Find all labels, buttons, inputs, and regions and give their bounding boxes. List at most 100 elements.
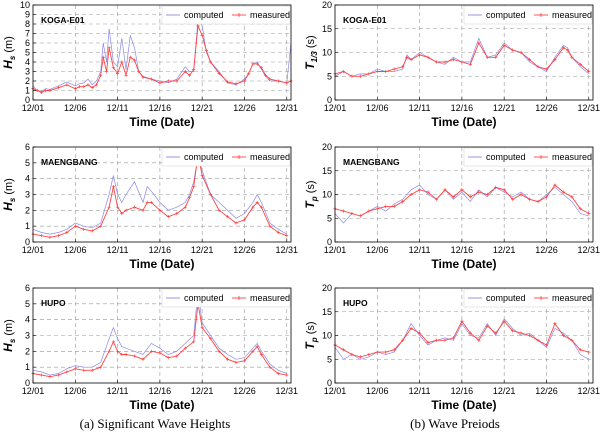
- legend-marker: [539, 296, 543, 300]
- legend-label-measured: measured: [552, 10, 592, 20]
- y-tick-label: 20: [322, 283, 332, 293]
- y-tick-label: 6: [25, 283, 30, 293]
- measured-point: [409, 58, 413, 62]
- measured-point: [204, 49, 209, 53]
- measured-point: [460, 60, 464, 64]
- measured-point: [527, 58, 532, 62]
- measured-point: [259, 66, 263, 70]
- measured-point: [566, 48, 570, 52]
- measured-point: [494, 185, 498, 189]
- measured-point: [141, 75, 145, 79]
- x-tick-label: 12/26: [535, 386, 558, 396]
- y-tick-label: 15: [322, 307, 332, 317]
- measured-point: [242, 359, 247, 363]
- legend-marker: [237, 296, 241, 300]
- measured-point: [73, 87, 77, 91]
- measured-point: [128, 55, 132, 59]
- measured-point: [544, 67, 549, 71]
- measured-point: [200, 325, 204, 330]
- y-tick-label: 5: [25, 48, 30, 58]
- station-label: MAENGBANG: [41, 157, 98, 167]
- y-tick-label: 5: [25, 158, 30, 168]
- x-tick-label: 12/26: [233, 245, 256, 255]
- y-axis-label: Hs (m): [1, 178, 17, 211]
- measured-point: [115, 349, 120, 353]
- y-tick-label: 10: [322, 48, 332, 58]
- y-tick-label: 1: [25, 362, 30, 372]
- legend-box: [161, 5, 291, 25]
- measured-point: [90, 229, 94, 233]
- measured-point: [149, 349, 154, 353]
- x-tick-label: 12/01: [324, 245, 347, 255]
- measured-point: [149, 200, 154, 205]
- measured-point: [187, 73, 192, 77]
- legend-label-computed: computed: [486, 10, 526, 20]
- measured-point: [101, 55, 105, 59]
- x-tick-label: 12/16: [149, 386, 172, 396]
- measured-point: [285, 81, 289, 85]
- measured-point: [392, 67, 396, 71]
- legend-box: [463, 288, 593, 308]
- measured-point: [166, 356, 170, 360]
- y-axis-label: Tp (s): [303, 180, 319, 208]
- x-tick-label: 12/06: [64, 103, 87, 113]
- y-tick-label: 5: [25, 299, 30, 309]
- x-tick-label: 12/01: [22, 103, 45, 113]
- measured-point: [367, 352, 371, 357]
- measured-point: [124, 73, 128, 77]
- measured-point: [44, 88, 48, 93]
- measured-point: [264, 73, 268, 77]
- measured-point: [443, 338, 447, 342]
- y-tick-label: 15: [322, 166, 332, 176]
- measured-point: [434, 338, 439, 342]
- measured-point: [259, 352, 263, 357]
- measured-point: [587, 350, 591, 354]
- measured-point: [90, 86, 94, 90]
- legend-label-computed: computed: [486, 293, 526, 303]
- measured-point: [384, 69, 388, 74]
- measured-point: [99, 73, 103, 77]
- x-tick-label: 12/16: [451, 245, 474, 255]
- legend-label-measured: measured: [552, 152, 592, 162]
- y-tick-label: 10: [322, 190, 332, 200]
- measured-point: [341, 209, 346, 213]
- measured-point: [225, 357, 230, 361]
- y-tick-label: 0: [327, 95, 332, 105]
- measured-point: [149, 77, 154, 81]
- measured-point: [209, 192, 213, 197]
- x-tick-label: 12/21: [191, 103, 214, 113]
- x-tick-label: 12/31: [578, 103, 600, 113]
- measured-point: [485, 192, 489, 197]
- measured-point: [358, 214, 362, 218]
- measured-point: [544, 195, 549, 199]
- measured-point: [350, 211, 354, 216]
- measured-point: [234, 82, 238, 86]
- x-tick-label: 12/21: [191, 245, 214, 255]
- x-tick-label: 12/21: [493, 386, 516, 396]
- x-axis-label: Time (Date): [129, 257, 194, 271]
- x-tick-label: 12/06: [64, 245, 87, 255]
- x-tick-label: 12/06: [366, 386, 389, 396]
- measured-point: [158, 81, 162, 85]
- y-tick-label: 6: [25, 38, 30, 48]
- legend-marker: [539, 13, 543, 17]
- measured-point: [187, 196, 192, 200]
- measured-point: [341, 348, 346, 352]
- measured-point: [405, 55, 409, 59]
- measured-point: [111, 340, 115, 344]
- measured-point: [384, 204, 388, 208]
- legend-label-measured: measured: [552, 293, 592, 303]
- measured-point: [485, 55, 489, 59]
- legend-label-measured: measured: [250, 293, 290, 303]
- y-tick-label: 3: [25, 331, 30, 341]
- measured-point: [401, 338, 405, 342]
- x-tick-label: 12/31: [276, 103, 299, 113]
- station-label: KOGA-E01: [343, 15, 387, 25]
- legend-label-computed: computed: [184, 152, 224, 162]
- measured-point: [561, 46, 565, 50]
- measured-point: [251, 205, 255, 209]
- measured-point: [477, 338, 481, 342]
- measured-point: [166, 79, 170, 83]
- legend-label-computed: computed: [486, 152, 526, 162]
- measured-point: [578, 207, 582, 211]
